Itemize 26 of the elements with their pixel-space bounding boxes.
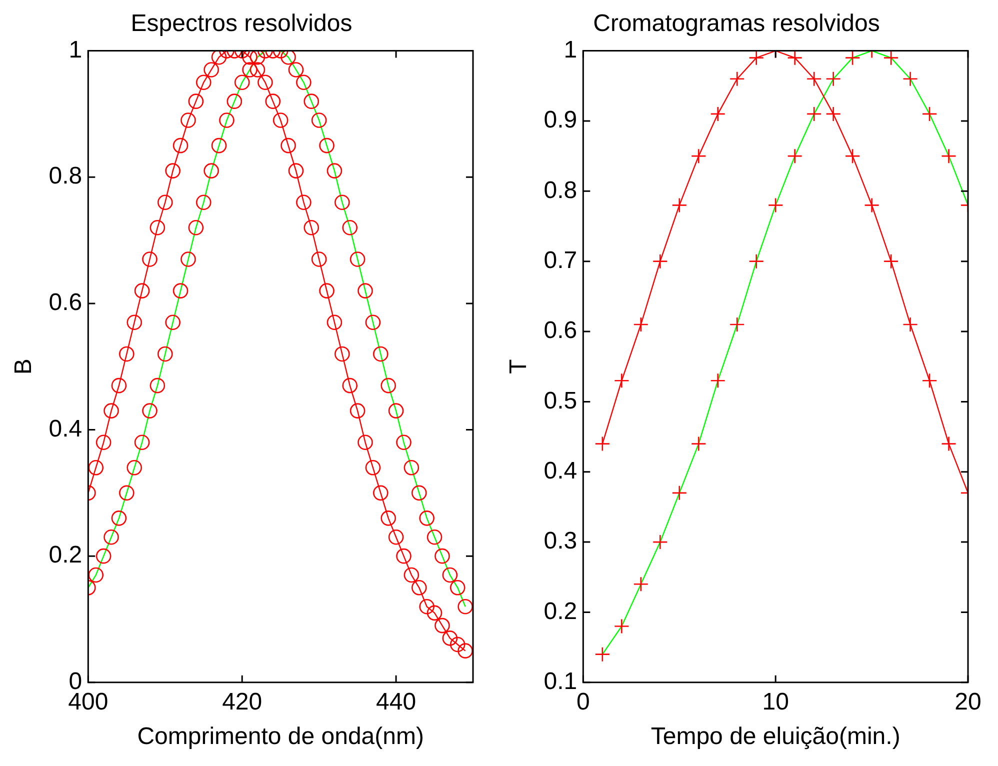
x-tick-label: 10 — [762, 688, 789, 716]
x-tick-label: 420 — [222, 688, 262, 716]
y-tick-label: 0.9 — [544, 106, 578, 134]
x-axis-title: Comprimento de onda(nm) — [137, 723, 424, 750]
y-tick-label: 1 — [564, 36, 578, 64]
chart-title: Espectros resolvidos — [130, 10, 352, 38]
y-axis-title: B — [10, 358, 38, 375]
x-tick-label: 400 — [68, 688, 108, 716]
x-axis-title: Tempo de eluição(min.) — [650, 723, 900, 750]
y-tick-label: 0.7 — [544, 246, 578, 274]
y-axis-title: T — [505, 358, 532, 374]
y-tick-label: 0.6 — [544, 317, 578, 344]
chart-title: Cromatogramas resolvidos — [593, 10, 880, 38]
y-tick-label: 0.6 — [48, 289, 82, 316]
y-tick-label: 0.5 — [544, 387, 578, 414]
x-tick-label: 20 — [954, 688, 982, 716]
y-tick-label: 0.4 — [544, 457, 578, 484]
y-tick-label: 0.2 — [544, 598, 578, 625]
y-tick-label: 0.4 — [48, 415, 82, 442]
x-tick-label: 440 — [376, 688, 416, 716]
y-tick-label: 0.1 — [544, 668, 578, 696]
y-tick-label: 0.8 — [48, 162, 82, 190]
y-tick-label: 0.2 — [48, 542, 82, 569]
y-tick-label: 0.8 — [544, 176, 578, 204]
y-tick-label: 0.3 — [544, 528, 578, 555]
y-tick-label: 1 — [68, 36, 82, 64]
